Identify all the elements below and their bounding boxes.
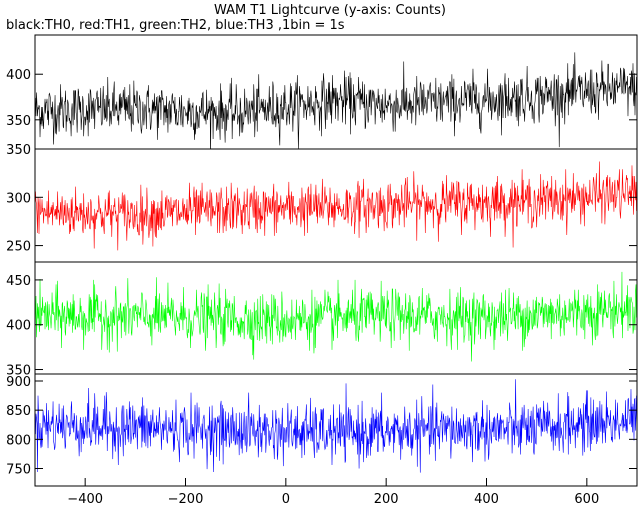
y-tick-label: 800 — [6, 433, 31, 448]
y-tick-label: 400 — [6, 319, 31, 334]
y-tick-label: 450 — [6, 274, 31, 289]
x-tick-label: 400 — [474, 492, 499, 505]
panel-th1: 250 300 350 — [6, 143, 638, 263]
chart-title: WAM T1 Lightcurve (y-axis: Counts) — [214, 3, 446, 18]
panel-th3: 750 800 850 900 — [6, 373, 638, 487]
panels-group: 350 400 250 300 350 350 400 450 750 800 850 900 — [6, 34, 638, 487]
y-tick-label: 350 — [6, 364, 31, 379]
series-th1-line — [35, 161, 637, 251]
series-th0-line — [35, 52, 637, 149]
chart-subtitle: black:TH0, red:TH1, green:TH2, blue:TH3 … — [6, 18, 345, 33]
series-th3-line — [35, 379, 637, 473]
y-tick-label: 850 — [6, 404, 31, 419]
y-tick-label: 400 — [6, 68, 31, 83]
x-tick-label: −400 — [67, 492, 103, 505]
x-tick-label: 200 — [374, 492, 399, 505]
series-th2-line — [35, 271, 637, 362]
panel-frame — [34, 373, 638, 487]
x-tick-label: 600 — [574, 492, 599, 505]
y-tick-label: 300 — [6, 191, 31, 206]
y-tick-label: 350 — [6, 114, 31, 129]
panel-th0: 350 400 — [6, 34, 638, 150]
x-tick-label: −200 — [168, 492, 204, 505]
y-tick-label: 900 — [6, 375, 31, 390]
y-tick-label: 750 — [6, 463, 31, 478]
panel-th2: 350 400 450 — [6, 261, 638, 379]
y-tick-label: 350 — [6, 143, 31, 158]
y-tick-label: 250 — [6, 240, 31, 255]
x-axis: −400 −200 0 200 400 600 — [67, 478, 599, 505]
x-tick-label: 0 — [282, 492, 290, 505]
